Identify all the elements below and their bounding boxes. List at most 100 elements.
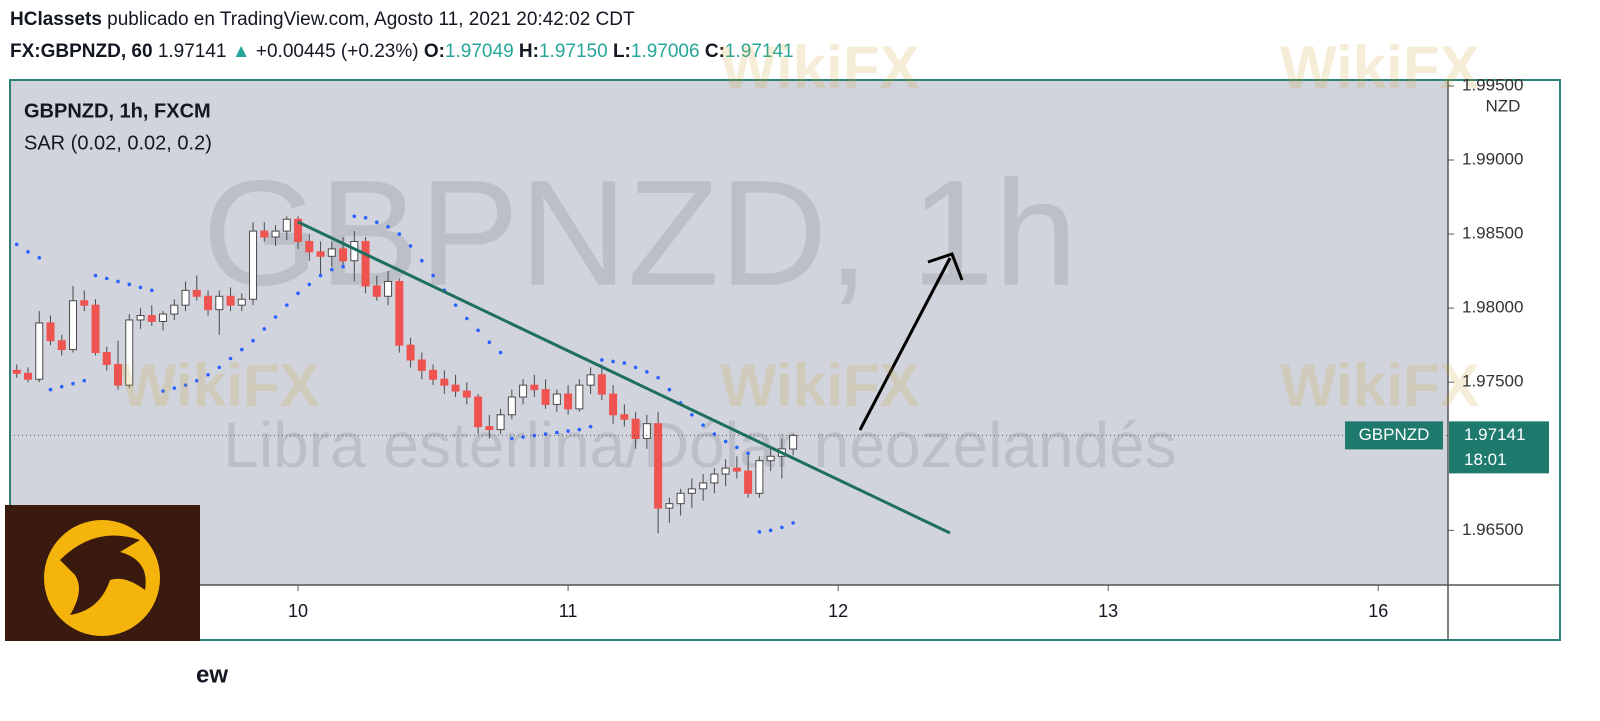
footer-fragment: ew [196, 661, 228, 688]
sar-dot [633, 365, 638, 370]
price-tag-name-box [1345, 421, 1443, 450]
candle-body [147, 315, 156, 322]
watermarks: WikiFX WikiFX WikiFX WikiFX WikiFX [120, 34, 1479, 419]
sar-dot [420, 258, 424, 263]
sar-dot [555, 430, 559, 435]
change: +0.00445 (+0.23%) [256, 41, 419, 62]
sar-dot [138, 285, 143, 290]
sar-dot [566, 429, 570, 433]
sar-dot [127, 282, 132, 287]
watermark-symbol: GBPNZD, 1h [202, 149, 1077, 317]
candle-body [789, 434, 798, 450]
candle-body [552, 393, 561, 405]
candle-body [699, 482, 708, 490]
candle-body [204, 295, 213, 311]
c-value: 1.97141 [725, 41, 794, 62]
symbol: FX:GBPNZD, 60 [10, 41, 153, 62]
candle-body [462, 390, 471, 398]
up-arrow: ▲ [232, 41, 251, 62]
candle-body [305, 240, 314, 253]
sar-dot [161, 389, 165, 393]
sar-dot [667, 387, 672, 392]
plot [10, 214, 1448, 534]
trend-line [297, 220, 951, 535]
chart-title: GBPNZD, 1h, FXCM [24, 100, 211, 122]
sar-dot [172, 386, 177, 390]
sar-dot [228, 356, 233, 361]
sar-dot [284, 303, 289, 307]
sar-dot [476, 328, 480, 333]
sar-dot [48, 387, 53, 392]
candle-body [12, 369, 21, 374]
sar-dot [318, 273, 323, 278]
candle-body [91, 304, 100, 354]
sar-dot [307, 282, 312, 287]
sar-dot [780, 525, 784, 530]
y-tick-label: 1.97500 [1462, 372, 1523, 391]
candle-body [631, 418, 640, 439]
sar-dot [431, 273, 435, 278]
author: HClassets [10, 9, 102, 30]
watermark-brand: WikiFX [720, 352, 919, 419]
price-tag-name: GBPNZD [1359, 425, 1430, 444]
candle-body [665, 503, 674, 509]
quote-line: FX:GBPNZD, 60 1.97141 ▲ +0.00445 (+0.23%… [10, 41, 794, 62]
candle-body [69, 300, 78, 351]
sar-dot [622, 361, 627, 365]
watermark-brand: WikiFX [720, 34, 919, 101]
sar-dot [600, 358, 604, 362]
candle-body [102, 352, 111, 365]
l-label: L: [613, 41, 631, 62]
candle-body [406, 344, 415, 361]
h-label: H: [519, 41, 539, 62]
candle-body [271, 230, 280, 238]
y-tick-label: 1.98000 [1462, 298, 1523, 317]
sar-dot [577, 427, 582, 432]
candle-body [732, 467, 741, 472]
sar-dot [611, 359, 615, 364]
candle-body [327, 248, 336, 257]
sar-dot [690, 412, 694, 417]
watermark-brand: WikiFX [1280, 34, 1479, 101]
candle-body [496, 414, 505, 431]
candle-body [46, 322, 55, 342]
x-tick-label: 10 [288, 601, 308, 621]
candle-body [541, 389, 550, 405]
candle-body [136, 315, 145, 321]
sar-dot [239, 347, 244, 352]
candle-body [294, 218, 303, 242]
candle-body [192, 289, 201, 297]
header-line: HClassets publicado en TradingView.com, … [10, 9, 635, 30]
sar-dot [14, 242, 19, 247]
sar-dot [341, 264, 345, 269]
sar-dot [498, 350, 503, 355]
sar-dot [487, 340, 492, 345]
sar-dot [330, 267, 334, 272]
sar-dot [206, 372, 210, 377]
candle-body [440, 378, 449, 386]
candle-body [395, 280, 404, 346]
l-value: 1.97006 [631, 41, 700, 62]
candle-body [339, 248, 348, 262]
candle-body [609, 393, 618, 416]
watermark-brand: WikiFX [120, 352, 319, 419]
candle-body [586, 374, 595, 386]
sar-dot [645, 370, 649, 374]
sar-dot [82, 378, 87, 383]
sar-dot [465, 316, 469, 321]
candle-body [384, 280, 393, 297]
candle-body [519, 384, 528, 398]
candle-body [361, 240, 370, 287]
sar-dot [149, 288, 154, 293]
price-tag-value: 1.97141 [1464, 425, 1525, 444]
candle-body [429, 369, 438, 380]
candle-body [114, 363, 123, 386]
sar-dot [453, 303, 458, 307]
plot-area [11, 81, 1448, 585]
sar-dot [296, 291, 300, 296]
sar-dot [757, 530, 762, 534]
candle-body [35, 322, 44, 380]
sar-dot [746, 451, 750, 456]
x-tick-label: 11 [559, 601, 578, 621]
